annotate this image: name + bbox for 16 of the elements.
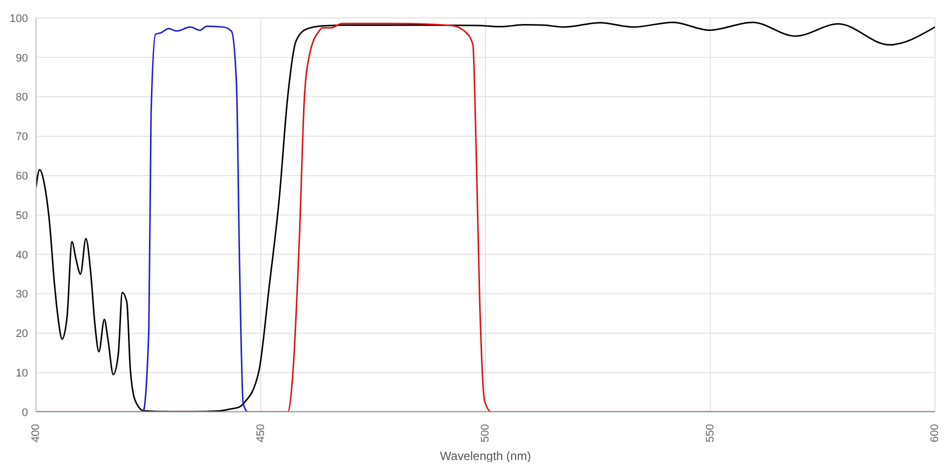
- y-tick-label: 80: [16, 92, 28, 104]
- x-tick-label: 500: [480, 424, 492, 442]
- y-tick-label: 0: [22, 406, 28, 419]
- y-tick-label: 40: [16, 249, 28, 262]
- x-tick-label: 400: [30, 424, 42, 442]
- y-tick-label: 20: [16, 328, 28, 340]
- y-tick-label: 100: [10, 12, 28, 25]
- y-tick-label: 90: [16, 52, 28, 64]
- x-tick-label: 450: [254, 424, 267, 442]
- y-tick-label: 70: [16, 131, 28, 144]
- x-tick-label: 550: [704, 424, 716, 442]
- x-tick-label: 600: [929, 424, 941, 442]
- y-tick-label: 50: [16, 210, 28, 222]
- y-tick-label: 60: [16, 170, 28, 183]
- y-tick-label: 30: [16, 288, 28, 301]
- y-tick-label: 10: [16, 368, 28, 380]
